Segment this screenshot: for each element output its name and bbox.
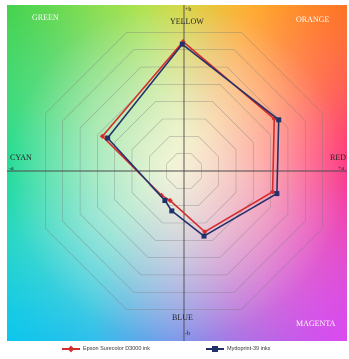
series-1-point-1 <box>276 117 282 123</box>
axis-end-right: +a <box>338 166 344 172</box>
series-outline-1 <box>106 43 280 237</box>
axis-end-bottom: -b <box>185 331 190 337</box>
legend-label-mydoprint: Mydoprint-39 inks <box>227 346 271 352</box>
series-0-point-6 <box>99 133 105 139</box>
axis-end-left: -a <box>9 166 14 172</box>
series-outline-0 <box>101 40 276 233</box>
legend-item-epson: Epson Surecolor D3000 ink <box>62 345 150 353</box>
series-0-point-1 <box>271 116 277 122</box>
legend-label-epson: Epson Surecolor D3000 ink <box>83 346 150 352</box>
legend-item-mydoprint: Mydoprint-39 inks <box>206 346 270 352</box>
series-0-point-5 <box>158 192 164 198</box>
series-0-point-2 <box>270 189 276 195</box>
series-1-point-5 <box>162 198 168 203</box>
direction-label-blue: BLUE <box>172 313 193 322</box>
corner-label-magenta: MAGENTA <box>296 319 336 328</box>
legend-swatch-epson <box>62 345 80 353</box>
corner-label-green: GREEN <box>32 13 59 22</box>
diamond-marker-icon <box>67 345 75 353</box>
grid-ring-8 <box>45 32 323 310</box>
grid-ring-7 <box>62 49 306 293</box>
axes <box>7 5 347 341</box>
series-1-point-4 <box>169 208 175 214</box>
grid-ring-2 <box>149 136 219 206</box>
series-1-point-2 <box>274 191 280 197</box>
corner-label-orange: ORANGE <box>296 15 329 24</box>
legend-swatch-mydoprint <box>206 346 224 352</box>
series-1-point-0 <box>179 41 185 47</box>
direction-label-red: RED <box>330 153 346 162</box>
series-0-point-3 <box>202 229 208 235</box>
grid-ring-6 <box>79 66 289 276</box>
direction-label-cyan: CYAN <box>10 153 32 162</box>
square-marker-icon <box>212 346 218 352</box>
grid-ring-1 <box>166 153 202 189</box>
grid-ring-4 <box>114 101 254 241</box>
series-layer <box>99 39 282 239</box>
direction-label-yellow: YELLOW <box>170 17 204 26</box>
axis-end-top: +b <box>185 7 191 13</box>
series-1 <box>105 41 282 239</box>
color-gamut-background <box>7 5 347 341</box>
series-1-point-6 <box>105 135 111 141</box>
series-0-point-4 <box>167 197 173 204</box>
legend: Epson Surecolor D3000 ink Mydoprint-39 i… <box>0 343 349 357</box>
grid-ring-5 <box>97 84 271 258</box>
series-1-point-3 <box>201 233 207 239</box>
